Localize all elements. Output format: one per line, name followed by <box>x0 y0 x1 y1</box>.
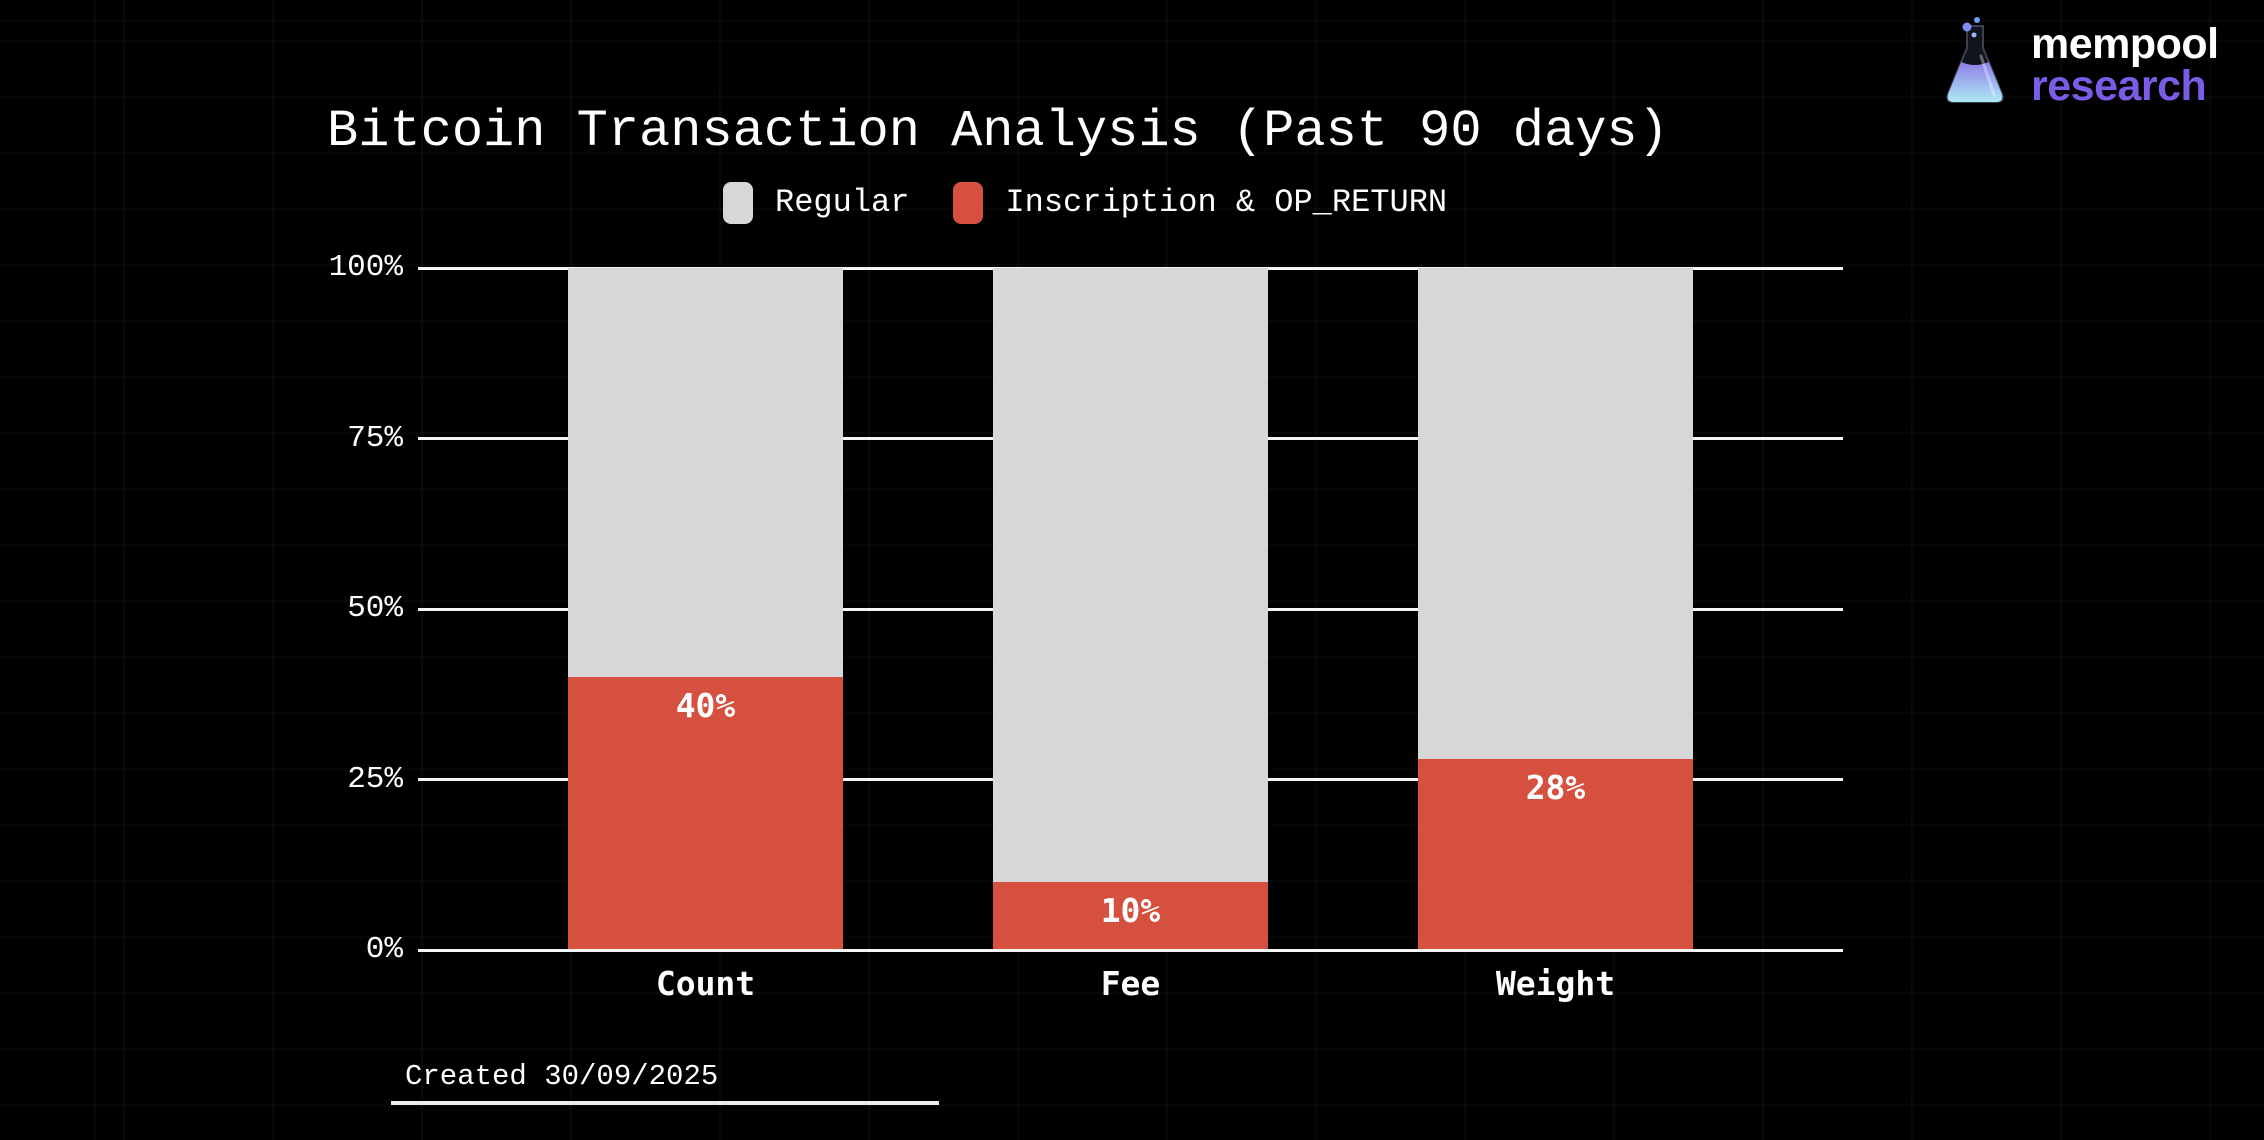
chart-title: Bitcoin Transaction Analysis (Past 90 da… <box>327 102 1669 161</box>
segment-inscription: 10% <box>993 881 1268 950</box>
y-axis-tick-label: 0% <box>365 932 403 967</box>
y-axis-tick-label: 25% <box>347 761 403 797</box>
y-axis-tick-label: 50% <box>347 591 403 626</box>
legend-label: Inscription & OP_RETURN <box>1005 184 1448 221</box>
y-axis-tick-label: 75% <box>347 420 403 456</box>
flask-icon <box>1931 14 2019 115</box>
footer-underline <box>391 1101 939 1105</box>
x-axis-category-label: Fee <box>1100 964 1161 1003</box>
segment-inscription: 40% <box>568 677 843 950</box>
legend-swatch <box>723 182 753 224</box>
bar-value-label: 40% <box>675 686 736 726</box>
brand-logo: mempool research <box>1931 14 2219 115</box>
legend: Regular Inscription & OP_RETURN <box>723 182 1447 224</box>
legend-label: Regular <box>775 184 910 221</box>
brand-name: mempool research <box>2031 19 2219 110</box>
created-date-label: Created 30/09/2025 <box>405 1060 719 1093</box>
brand-name-research: research <box>2031 61 2207 110</box>
bar-weight: 28% <box>1418 268 1693 950</box>
brand-name-mempool: mempool <box>2031 19 2219 68</box>
x-axis-category-label: Count <box>655 964 756 1003</box>
x-axis-category-label: Weight <box>1495 964 1616 1003</box>
gridline-0% <box>418 948 1843 952</box>
bar-fee: 10% <box>993 268 1268 950</box>
y-axis-tick-label: 100% <box>328 250 403 285</box>
segment-inscription: 28% <box>1418 759 1693 950</box>
legend-swatch <box>953 182 984 224</box>
bar-value-label: 28% <box>1525 768 1586 808</box>
bar-count: 40% <box>568 268 843 950</box>
bar-value-label: 10% <box>1100 890 1161 930</box>
legend-item-inscription: Inscription & OP_RETURN <box>953 182 1447 224</box>
legend-item-regular: Regular <box>723 182 909 224</box>
